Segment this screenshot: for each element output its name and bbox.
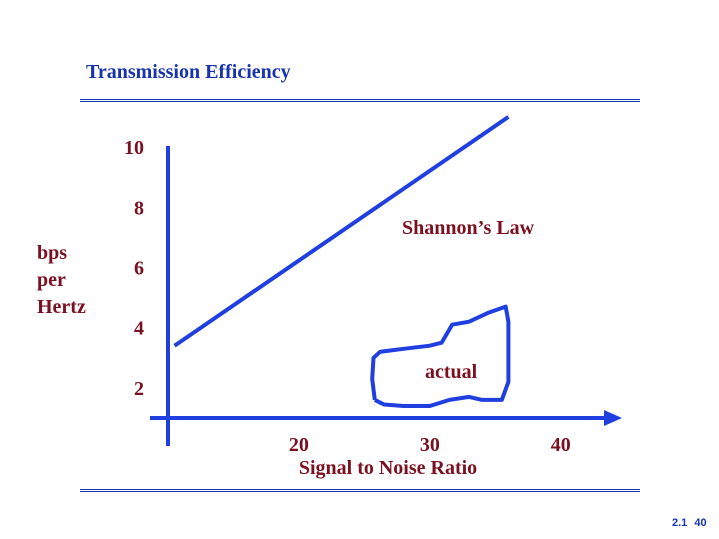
slide-title: Transmission Efficiency xyxy=(86,61,291,83)
y-axis-label-line-2: per xyxy=(37,269,66,291)
y-axis-label-line-1: bps xyxy=(37,242,68,264)
y-axis-label-line-3: Hertz xyxy=(37,296,86,318)
y-tick-label: 2 xyxy=(134,378,144,400)
y-axis-label: bps per Hertz xyxy=(37,240,86,321)
x-axis-arrowhead xyxy=(604,410,622,426)
y-tick-label: 8 xyxy=(134,197,144,219)
actual-label: actual xyxy=(425,361,478,383)
y-tick-label: 4 xyxy=(134,318,144,340)
series-shannons-law xyxy=(173,115,510,348)
x-tick-label: 20 xyxy=(289,434,309,456)
y-tick-label: 10 xyxy=(124,137,144,159)
series-actual xyxy=(370,304,511,408)
top-rule xyxy=(80,99,640,102)
bottom-rule xyxy=(80,489,640,492)
y-tick-label: 6 xyxy=(134,257,144,279)
x-axis-title: Signal to Noise Ratio xyxy=(299,457,477,479)
x-tick-label: 40 xyxy=(551,434,571,456)
shannons-law-label: Shannon’s Law xyxy=(402,217,535,239)
x-tick-label: 30 xyxy=(420,434,440,456)
slide-number: 2.1 40 xyxy=(672,517,707,529)
